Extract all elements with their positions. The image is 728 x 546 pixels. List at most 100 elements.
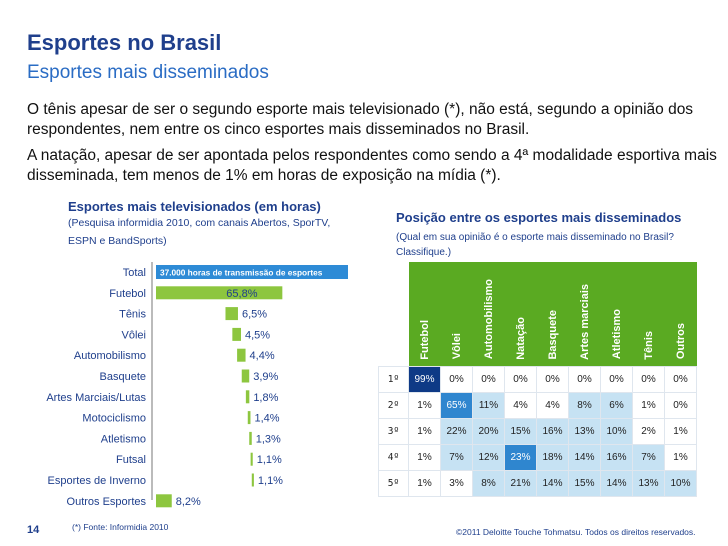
table-cell: 22% — [440, 417, 473, 445]
value-label-outros-esportes: 8,2% — [176, 496, 201, 508]
table-row: 1º 99% 0% 0% 0% 0% 0% 0% 0% 0% — [378, 365, 697, 393]
table-cell: 1% — [632, 391, 665, 419]
bar-motociclismo — [247, 411, 251, 425]
column-header-basquete: Basquete — [536, 262, 569, 366]
table-cell: 13% — [632, 469, 665, 497]
table-row: 2º 1% 65% 11% 4% 4% 8% 6% 1% 0% — [378, 391, 697, 419]
value-label-esportes-de-inverno: 1,1% — [258, 475, 283, 487]
table-cell: 15% — [504, 417, 537, 445]
table-cell: 2% — [632, 417, 665, 445]
value-label-artes-marciais-lutas: 1,8% — [253, 392, 278, 404]
table-cell: 0% — [440, 365, 473, 393]
value-label-basquete: 3,9% — [253, 371, 278, 383]
table-row: 5º 1% 3% 8% 21% 14% 15% 14% 13% 10% — [378, 469, 697, 497]
table-cell: 1% — [408, 417, 441, 445]
bar-atletismo — [249, 431, 252, 445]
rank-label: 5º — [378, 469, 409, 497]
table-cell: 1% — [664, 443, 697, 471]
column-label: Atletismo — [610, 309, 623, 360]
table-cell: 0% — [504, 365, 537, 393]
column-label: Vôlei — [450, 333, 463, 360]
table-cell: 23% — [504, 443, 537, 471]
category-label-esportes-de-inverno: Esportes de Inverno — [48, 475, 146, 487]
table-cell: 10% — [664, 469, 697, 497]
tv-hours-bar-chart: Total 37.000 horas de transmissão de espo… — [46, 262, 348, 508]
category-label-atletismo: Atletismo — [101, 433, 146, 445]
table-cell: 10% — [600, 417, 633, 445]
column-header-futebol: Futebol — [408, 262, 441, 366]
table-cell: 1% — [408, 469, 441, 497]
bar-artes-marciais-lutas — [245, 390, 250, 404]
table-cell: 11% — [472, 391, 505, 419]
table-cell: 99% — [408, 365, 441, 393]
dissemination-rank-table: Futebol Vôlei Automobilismo Natação Basquete… — [378, 262, 697, 497]
table-cell: 0% — [664, 391, 697, 419]
table-cell: 15% — [568, 469, 601, 497]
bar-outros-esportes — [156, 494, 172, 508]
category-label-total: Total — [123, 267, 146, 279]
column-label: Tênis — [642, 330, 655, 360]
paragraph-natacao: A natação, apesar de ser apontada pelos … — [27, 147, 717, 184]
category-label-motociclismo: Motociclismo — [82, 413, 146, 425]
bar-futebol — [156, 286, 283, 300]
category-label-basquete: Basquete — [100, 371, 146, 383]
column-label: Futebol — [418, 319, 431, 360]
table-cell: 14% — [600, 469, 633, 497]
column-label: Basquete — [546, 309, 559, 360]
value-label-tenis: 6,5% — [242, 309, 267, 321]
rank-label: 4º — [378, 443, 409, 471]
table-cell: 3% — [440, 469, 473, 497]
category-label-volei: Vôlei — [122, 329, 146, 341]
table-cell: 0% — [664, 365, 697, 393]
bar-basquete — [241, 369, 250, 383]
value-label-automobilismo: 4,4% — [250, 350, 275, 362]
value-label-motociclismo: 1,4% — [254, 413, 279, 425]
category-label-automobilismo: Automobilismo — [74, 350, 146, 362]
category-label-tenis: Tênis — [119, 309, 146, 321]
bar-volei — [232, 327, 241, 341]
value-label-futebol: 65,8% — [226, 288, 257, 300]
paragraph-tenis: O tênis apesar de ser o segundo esporte … — [27, 101, 694, 138]
table-cell: 1% — [408, 443, 441, 471]
column-header-atletismo: Atletismo — [600, 262, 633, 366]
footer-source-note: (*) Fonte: Informidia 2010 — [72, 522, 169, 532]
table-cell: 1% — [664, 417, 697, 445]
table-body: 1º 99% 0% 0% 0% 0% 0% 0% 0% 0% 2º 1% 65% 11% 4% 4% 8% 6% 1… — [378, 365, 697, 497]
bar-futsal — [250, 452, 253, 466]
right-table-subtitle: (Qual em sua opinião é o esporte mais di… — [396, 232, 674, 258]
category-label-futebol: Futebol — [109, 288, 146, 300]
column-header-tenis: Tênis — [632, 262, 665, 366]
category-label-outros-esportes: Outros Esportes — [67, 496, 147, 508]
table-cell: 4% — [504, 391, 537, 419]
table-cell: 8% — [568, 391, 601, 419]
total-bar-label: 37.000 horas de transmissão de esportes — [160, 268, 323, 278]
table-cell: 0% — [472, 365, 505, 393]
table-cell: 14% — [536, 469, 569, 497]
table-cell: 16% — [536, 417, 569, 445]
total-bar — [156, 265, 348, 279]
value-label-volei: 4,5% — [245, 329, 270, 341]
table-cell: 13% — [568, 417, 601, 445]
table-cell: 7% — [440, 443, 473, 471]
table-cell: 0% — [568, 365, 601, 393]
table-cell: 7% — [632, 443, 665, 471]
rank-label: 3º — [378, 417, 409, 445]
column-header-natacao: Natação — [504, 262, 537, 366]
column-header-volei: Vôlei — [440, 262, 473, 366]
table-cell: 4% — [536, 391, 569, 419]
table-cell: 12% — [472, 443, 505, 471]
footer-copyright: ©2011 Deloitte Touche Tohmatsu. Todos os… — [456, 527, 696, 537]
column-label: Natação — [514, 316, 527, 360]
right-table-title: Posição entre os esportes mais dissemina… — [396, 210, 682, 225]
table-cell: 20% — [472, 417, 505, 445]
column-header-outros: Outros — [664, 262, 697, 366]
table-cell: 0% — [536, 365, 569, 393]
category-label-futsal: Futsal — [116, 454, 146, 466]
table-header-row: Futebol Vôlei Automobilismo Natação Basquete… — [379, 262, 697, 366]
left-chart-title: Esportes mais televisionados (em horas) — [68, 199, 321, 214]
table-corner — [379, 262, 409, 366]
table-cell: 21% — [504, 469, 537, 497]
value-label-atletismo: 1,3% — [256, 433, 281, 445]
column-header-automobilismo: Automobilismo — [472, 262, 505, 366]
table-cell: 16% — [600, 443, 633, 471]
